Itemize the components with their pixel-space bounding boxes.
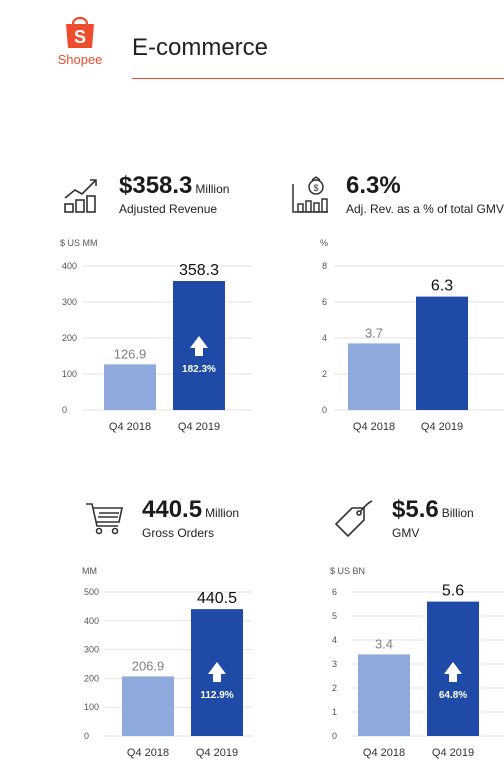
bar-q4-2018	[104, 364, 156, 410]
kpi-description: Gross Orders	[142, 526, 215, 540]
x-tick-label: Q4 2019	[432, 747, 474, 759]
x-tick-label: Q4 2019	[196, 747, 238, 759]
data-label: 440.5	[197, 590, 237, 607]
y-tick-label: 0	[332, 731, 337, 741]
data-label: 206.9	[132, 658, 165, 673]
y-tick-label: 0	[84, 731, 89, 741]
data-label: 358.3	[179, 262, 219, 279]
y-tick-label: 4	[322, 333, 327, 343]
data-label: 126.9	[114, 346, 147, 361]
x-tick-label: Q4 2018	[127, 747, 169, 759]
brand-name: Shopee	[57, 52, 103, 67]
up-arrow-icon	[208, 662, 226, 682]
shopping-cart-icon	[84, 498, 126, 543]
bar-q4-2019	[416, 296, 468, 410]
y-tick-label: 3	[332, 659, 337, 669]
y-axis-label: %	[320, 238, 328, 248]
gmv-bar-chart: $ US BN 0 1 2 3 4 5 6 3.4 Q4 2018 5.6 Q4 2019 64.8%	[330, 566, 504, 759]
growth-label: 64.8%	[439, 690, 467, 701]
title-divider	[132, 78, 504, 79]
money-bag-chart-icon: $	[290, 174, 330, 219]
data-label: 5.6	[442, 583, 464, 600]
data-label: 6.3	[431, 278, 453, 295]
price-tag-icon	[332, 498, 374, 545]
kpi-unit: Million	[195, 182, 230, 196]
y-tick-label: 100	[62, 369, 77, 379]
data-label: 3.4	[375, 636, 393, 651]
y-axis-label: $ US MM	[60, 238, 98, 248]
kpi-unit: Million	[205, 506, 240, 520]
y-axis-label: MM	[82, 566, 97, 576]
bar-q4-2018	[348, 343, 400, 410]
kpi-unit: Billion	[441, 506, 474, 520]
y-tick-label: 0	[322, 405, 327, 415]
kpi-value: 6.3%	[346, 172, 401, 199]
adj-rev-percent-bar-chart: % 0 2 4 6 8 3.7 Q4 2018 6.3 Q4 2019	[320, 238, 504, 433]
svg-text:S: S	[74, 27, 86, 47]
kpi-value: 440.5	[142, 496, 203, 523]
bar-q4-2018	[358, 654, 410, 736]
kpi-value: $358.3	[119, 172, 193, 199]
y-tick-label: 4	[332, 635, 337, 645]
y-tick-label: 100	[84, 702, 99, 712]
y-tick-label: 2	[322, 369, 327, 379]
y-tick-label: 300	[62, 297, 77, 307]
y-tick-label: 2	[332, 683, 337, 693]
bar-q4-2018	[122, 676, 174, 736]
adjusted-revenue-bar-chart: $ US MM 0 100 200 300 400 126.9 Q4 2018 358.3 Q4 …	[60, 238, 252, 433]
up-arrow-icon	[190, 336, 208, 356]
y-tick-label: 500	[84, 587, 99, 597]
y-tick-label: 5	[332, 611, 337, 621]
revenue-growth-icon	[62, 174, 102, 219]
x-tick-label: Q4 2018	[353, 421, 395, 433]
y-tick-label: 0	[62, 405, 67, 415]
kpi-description: Adj. Rev. as a % of total GMV	[346, 202, 504, 216]
growth-label: 182.3%	[182, 364, 216, 375]
x-tick-label: Q4 2019	[178, 421, 220, 433]
svg-text:$: $	[313, 183, 318, 193]
y-tick-label: 400	[62, 261, 77, 271]
y-tick-label: 6	[322, 297, 327, 307]
y-tick-label: 1	[332, 707, 337, 717]
up-arrow-icon	[444, 662, 462, 682]
kpi-value: $5.6	[392, 496, 439, 523]
y-tick-label: 6	[332, 587, 337, 597]
y-axis-label: $ US BN	[330, 566, 365, 576]
growth-label: 112.9%	[200, 690, 233, 701]
x-tick-label: Q4 2019	[421, 421, 463, 433]
kpi-gmv: $5.6 Billion GMV	[332, 496, 504, 546]
kpi-description: Adjusted Revenue	[119, 202, 218, 216]
shopping-bag-icon: S	[66, 16, 94, 48]
data-label: 3.7	[365, 325, 383, 340]
x-tick-label: Q4 2018	[109, 421, 151, 433]
kpi-description: GMV	[392, 526, 420, 540]
page-title: E-commerce	[132, 34, 269, 61]
y-tick-label: 200	[84, 673, 99, 683]
gross-orders-bar-chart: MM 0 100 200 300 400 500 206.9 Q4 2018 440.5 Q4 20…	[82, 566, 252, 759]
kpi-adjusted-revenue: $358.3 Million Adjusted Revenue	[62, 172, 262, 222]
y-tick-label: 400	[84, 616, 99, 626]
y-tick-label: 200	[62, 333, 77, 343]
y-tick-label: 8	[322, 261, 327, 271]
kpi-gross-orders: 440.5 Million Gross Orders	[84, 496, 284, 546]
kpi-adj-rev-percent: $ 6.3% Adj. Rev. as a % of total GMV	[290, 172, 504, 222]
x-tick-label: Q4 2018	[363, 747, 405, 759]
shopee-logo: S Shopee	[52, 14, 108, 67]
y-tick-label: 300	[84, 645, 99, 655]
